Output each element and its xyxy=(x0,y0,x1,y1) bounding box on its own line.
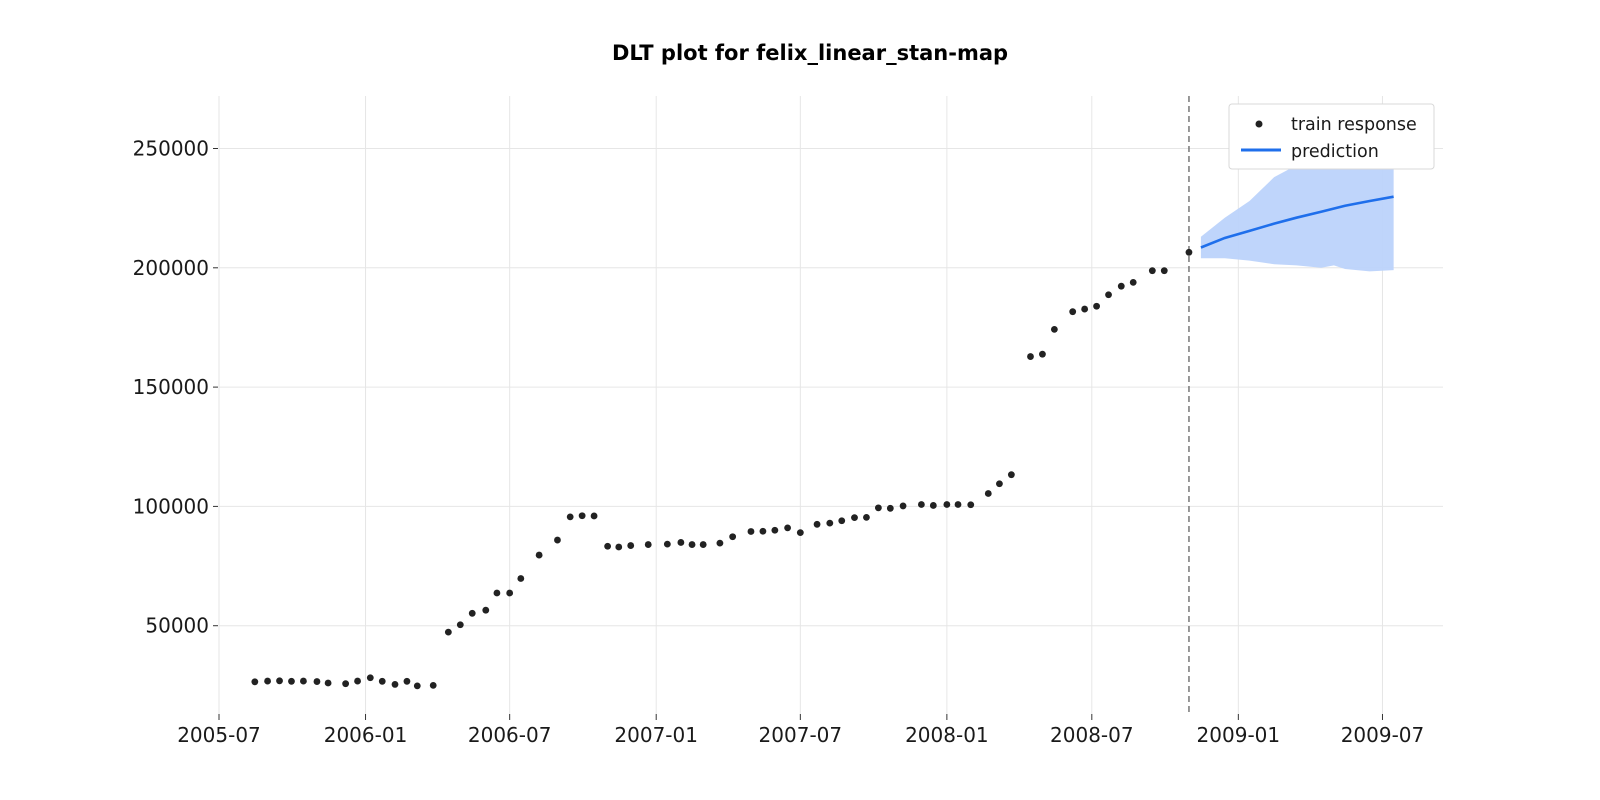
train-response-point xyxy=(300,677,307,685)
x-tick-label: 2008-01 xyxy=(905,723,989,747)
train-response-point xyxy=(288,677,295,685)
train-response-point xyxy=(826,519,834,527)
train-response-point xyxy=(413,682,421,690)
train-response-point xyxy=(264,677,271,685)
train-response-point xyxy=(984,490,992,497)
train-response-point xyxy=(796,529,804,537)
train-response-point xyxy=(838,517,846,525)
x-tick-label: 2005-07 xyxy=(177,723,261,747)
train-response-point xyxy=(313,678,321,685)
train-response-point xyxy=(899,502,907,510)
train-response-point xyxy=(493,589,501,597)
train-response-point xyxy=(324,679,332,687)
train-response-point xyxy=(863,513,870,521)
train-response-point xyxy=(554,536,561,544)
train-response-point xyxy=(1039,350,1046,358)
y-tick-label: 150000 xyxy=(133,375,209,399)
train-response-point xyxy=(627,542,635,549)
train-response-point xyxy=(967,501,975,509)
train-response-point xyxy=(615,543,623,551)
x-tick-label: 2006-01 xyxy=(324,723,408,747)
train-response-point xyxy=(716,539,724,547)
train-response-point xyxy=(954,501,962,508)
train-response-point xyxy=(886,504,894,512)
train-response-point xyxy=(468,609,476,617)
y-tick-label: 250000 xyxy=(133,136,209,160)
y-axis: 50000 100000 150000 200000 250000 xyxy=(133,136,218,638)
train-response-point xyxy=(747,528,755,535)
train-response-point xyxy=(771,526,779,534)
x-tick-label: 2006-07 xyxy=(468,723,552,747)
train-response-point xyxy=(1160,267,1168,275)
train-response-point xyxy=(391,681,399,688)
legend: train response prediction xyxy=(1228,103,1435,170)
train-response-point xyxy=(604,542,612,550)
train-response-point xyxy=(517,575,525,582)
train-response-point xyxy=(663,540,671,548)
legend-marker-train-response xyxy=(1255,120,1263,128)
train-response-point xyxy=(644,541,652,548)
train-response-points xyxy=(251,248,1193,690)
train-response-point xyxy=(1007,471,1015,479)
train-response-point xyxy=(506,589,514,597)
prediction-line xyxy=(1200,195,1394,249)
train-response-point xyxy=(1117,282,1125,290)
train-response-point xyxy=(366,674,374,682)
train-response-point xyxy=(851,514,858,522)
train-response-point xyxy=(1129,278,1137,286)
train-response-point xyxy=(456,621,464,629)
train-response-point xyxy=(813,520,821,528)
train-response-point xyxy=(729,533,737,541)
train-response-point xyxy=(759,527,767,535)
train-response-point xyxy=(1027,353,1034,360)
train-response-point xyxy=(276,677,283,685)
train-response-point xyxy=(784,524,791,532)
x-tick-label: 2009-01 xyxy=(1197,723,1281,747)
train-response-point xyxy=(444,628,452,636)
train-response-point xyxy=(1105,291,1112,299)
train-response-point xyxy=(874,504,882,512)
train-response-point xyxy=(917,501,925,508)
x-axis: 2005-07 2006-01 2006-07 2007-01 2007-07 2008-… xyxy=(177,714,1424,747)
train-response-point xyxy=(578,512,586,520)
train-response-point xyxy=(1185,248,1193,256)
train-response-point xyxy=(688,541,696,548)
train-response-point xyxy=(403,677,411,685)
train-response-point xyxy=(1093,302,1100,310)
train-response-point xyxy=(482,606,490,614)
x-tick-label: 2007-01 xyxy=(614,723,698,747)
grid xyxy=(218,96,1443,714)
train-response-point xyxy=(677,539,685,546)
train-response-point xyxy=(342,680,350,688)
y-tick-label: 100000 xyxy=(133,494,209,518)
legend-label-train-response: train response xyxy=(1291,115,1417,135)
chart-title: DLT plot for felix_linear_stan-map xyxy=(612,41,1008,65)
train-response-point xyxy=(1069,308,1077,316)
train-response-point xyxy=(943,501,951,508)
y-tick-label: 50000 xyxy=(145,614,209,638)
train-response-point xyxy=(590,512,598,520)
x-tick-label: 2007-07 xyxy=(759,723,843,747)
train-response-point xyxy=(429,681,437,689)
train-response-point xyxy=(378,677,386,685)
legend-box xyxy=(1228,103,1435,170)
train-response-point xyxy=(535,551,543,559)
train-response-point xyxy=(566,513,574,521)
legend-label-prediction: prediction xyxy=(1291,142,1379,162)
x-tick-label: 2008-07 xyxy=(1050,723,1134,747)
train-response-point xyxy=(929,502,937,509)
y-tick-label: 200000 xyxy=(133,256,209,280)
train-response-point xyxy=(354,677,361,685)
train-response-point xyxy=(996,480,1003,488)
train-response-point xyxy=(251,678,259,686)
x-tick-label: 2009-07 xyxy=(1341,723,1425,747)
prediction-line-path xyxy=(1200,195,1394,249)
train-response-point xyxy=(699,541,707,548)
train-response-point xyxy=(1050,325,1058,333)
train-response-point xyxy=(1148,267,1156,275)
train-response-point xyxy=(1081,305,1089,313)
